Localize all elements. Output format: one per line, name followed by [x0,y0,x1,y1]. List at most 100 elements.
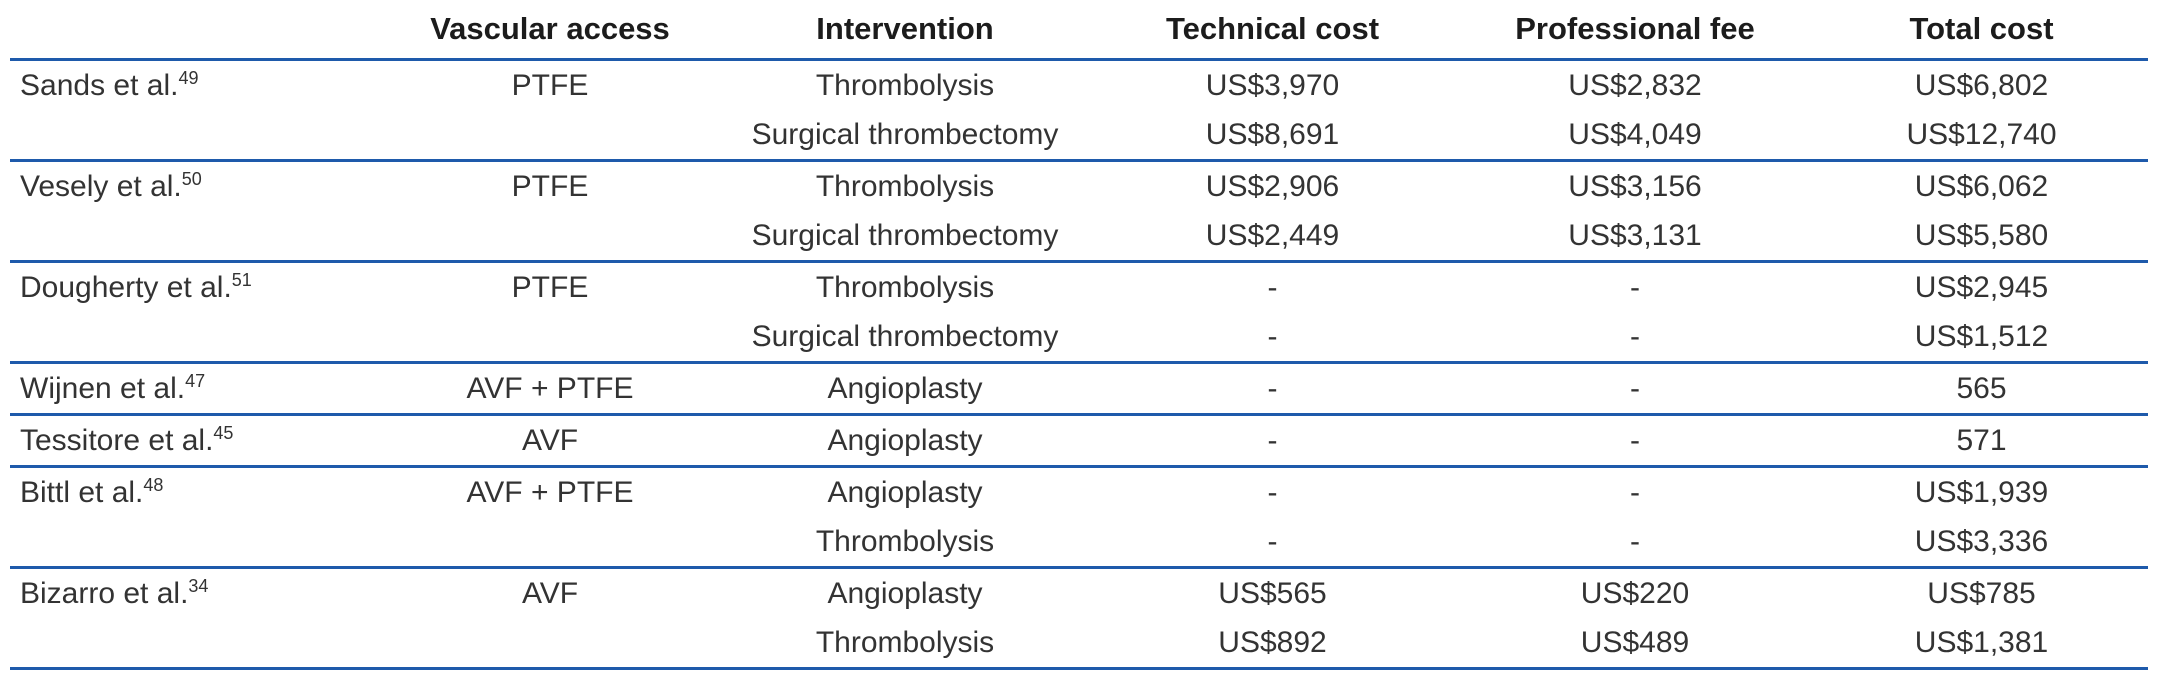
professional-fee-cell: - [1455,362,1815,416]
vascular-access-cell: AVF [521,576,579,610]
study-name: Wijnen et al. [20,371,186,405]
technical-cost-cell: - [1090,362,1455,416]
total-cost-cell: US$6,802 [1914,68,2049,102]
professional-fee-cell: US$2,832 [1568,68,1702,102]
table-header: Vascular access Intervention Technical c… [10,0,2148,61]
intervention-cell: Thrombolysis [815,169,995,203]
total-cost-cell: US$5,580 [1815,211,2148,263]
intervention-cell: Surgical thrombectomy [720,110,1090,162]
total-cost-cell: 571 [1815,414,2148,468]
study-name: Vesely et al. [20,169,182,203]
table-row: Bizarro et al.34 AVF Angioplasty US$565 … [10,568,2148,619]
table-row: Sands et al.49 PTFE Thrombolysis US$3,97… [10,60,2148,111]
study-cell [10,110,380,162]
vascular-access-cell [380,211,720,263]
professional-fee-cell: - [1630,270,1640,304]
vascular-access-cell: AVF + PTFE [380,362,720,416]
table-row: Thrombolysis - - US$3,336 [10,517,2148,569]
table-row: Thrombolysis US$892 US$489 US$1,381 [10,618,2148,670]
column-header-study [10,0,380,61]
total-cost-cell: US$1,939 [1914,475,2049,509]
column-header-intervention: Intervention [720,0,1090,61]
study-cell: Tessitore et al.45 [10,414,380,468]
study-cell: Bittl et al.48 [10,467,380,518]
study-cell [10,517,380,569]
technical-cost-cell: - [1090,414,1455,468]
technical-cost-cell: US$565 [1218,576,1327,610]
reference-superscript: 48 [143,474,164,495]
total-cost-cell: 565 [1815,362,2148,416]
study-name: Tessitore et al. [20,423,214,457]
professional-fee-cell: US$489 [1455,618,1815,670]
table-row: Tessitore et al.45 AVF Angioplasty - - 5… [10,414,2148,468]
study-cell: Vesely et al.50 [10,161,380,212]
table-row: Wijnen et al.47 AVF + PTFE Angioplasty -… [10,362,2148,416]
total-cost-cell: US$3,336 [1815,517,2148,569]
table-row: Surgical thrombectomy US$2,449 US$3,131 … [10,211,2148,263]
header-row: Vascular access Intervention Technical c… [10,0,2148,61]
table-row: Bittl et al.48 AVF + PTFE Angioplasty - … [10,467,2148,518]
table-body: Sands et al.49 PTFE Thrombolysis US$3,97… [10,60,2148,670]
intervention-cell: Angioplasty [827,576,983,610]
intervention-cell: Angioplasty [720,362,1090,416]
column-header-professional-fee: Professional fee [1455,0,1815,61]
study-name: Bizarro et al. [20,576,189,610]
study-name: Dougherty et al. [20,270,232,304]
vascular-access-cell [380,312,720,364]
cost-comparison-table: Vascular access Intervention Technical c… [10,0,2148,670]
professional-fee-cell: US$220 [1580,576,1690,610]
professional-fee-cell: - [1455,517,1815,569]
professional-fee-cell: US$4,049 [1455,110,1815,162]
reference-superscript: 45 [213,422,234,443]
vascular-access-cell [380,618,720,670]
professional-fee-cell: - [1630,475,1640,509]
study-cell: Sands et al.49 [10,60,380,111]
table-row: Surgical thrombectomy - - US$1,512 [10,312,2148,364]
vascular-access-cell: PTFE [511,169,589,203]
reference-superscript: 47 [185,370,206,391]
intervention-cell: Surgical thrombectomy [720,312,1090,364]
table-row: Surgical thrombectomy US$8,691 US$4,049 … [10,110,2148,162]
technical-cost-cell: - [1090,517,1455,569]
intervention-cell: Angioplasty [827,475,983,509]
study-cell: Wijnen et al.47 [10,362,380,416]
technical-cost-cell: - [1267,270,1278,304]
study-cell [10,312,380,364]
technical-cost-cell: US$892 [1090,618,1455,670]
intervention-cell: Thrombolysis [815,270,995,304]
study-cell [10,211,380,263]
total-cost-cell: US$6,062 [1914,169,2049,203]
reference-superscript: 34 [188,575,209,596]
technical-cost-cell: - [1267,475,1278,509]
study-cell [10,618,380,670]
vascular-access-cell [380,110,720,162]
technical-cost-cell: - [1090,312,1455,364]
professional-fee-cell: - [1455,312,1815,364]
column-header-technical-cost: Technical cost [1090,0,1455,61]
reference-superscript: 49 [178,67,199,88]
technical-cost-cell: US$3,970 [1205,68,1340,102]
vascular-access-cell: AVF [380,414,720,468]
professional-fee-cell: US$3,131 [1455,211,1815,263]
intervention-cell: Thrombolysis [815,68,995,102]
technical-cost-cell: US$2,449 [1090,211,1455,263]
total-cost-cell: US$785 [1927,576,2036,610]
study-cell: Dougherty et al.51 [10,262,380,313]
total-cost-cell: US$1,381 [1815,618,2148,670]
study-name: Sands et al. [20,68,179,102]
total-cost-cell: US$2,945 [1914,270,2049,304]
reference-superscript: 51 [231,269,252,290]
column-header-vascular-access: Vascular access [380,0,720,61]
table-row: Vesely et al.50 PTFE Thrombolysis US$2,9… [10,161,2148,212]
vascular-access-cell [380,517,720,569]
study-name: Bittl et al. [20,475,144,509]
professional-fee-cell: US$3,156 [1568,169,1702,203]
vascular-access-cell: PTFE [511,270,589,304]
vascular-access-cell: PTFE [511,68,589,102]
reference-superscript: 50 [181,168,202,189]
total-cost-cell: US$1,512 [1815,312,2148,364]
intervention-cell: Surgical thrombectomy [720,211,1090,263]
technical-cost-cell: US$8,691 [1090,110,1455,162]
total-cost-cell: US$12,740 [1815,110,2148,162]
